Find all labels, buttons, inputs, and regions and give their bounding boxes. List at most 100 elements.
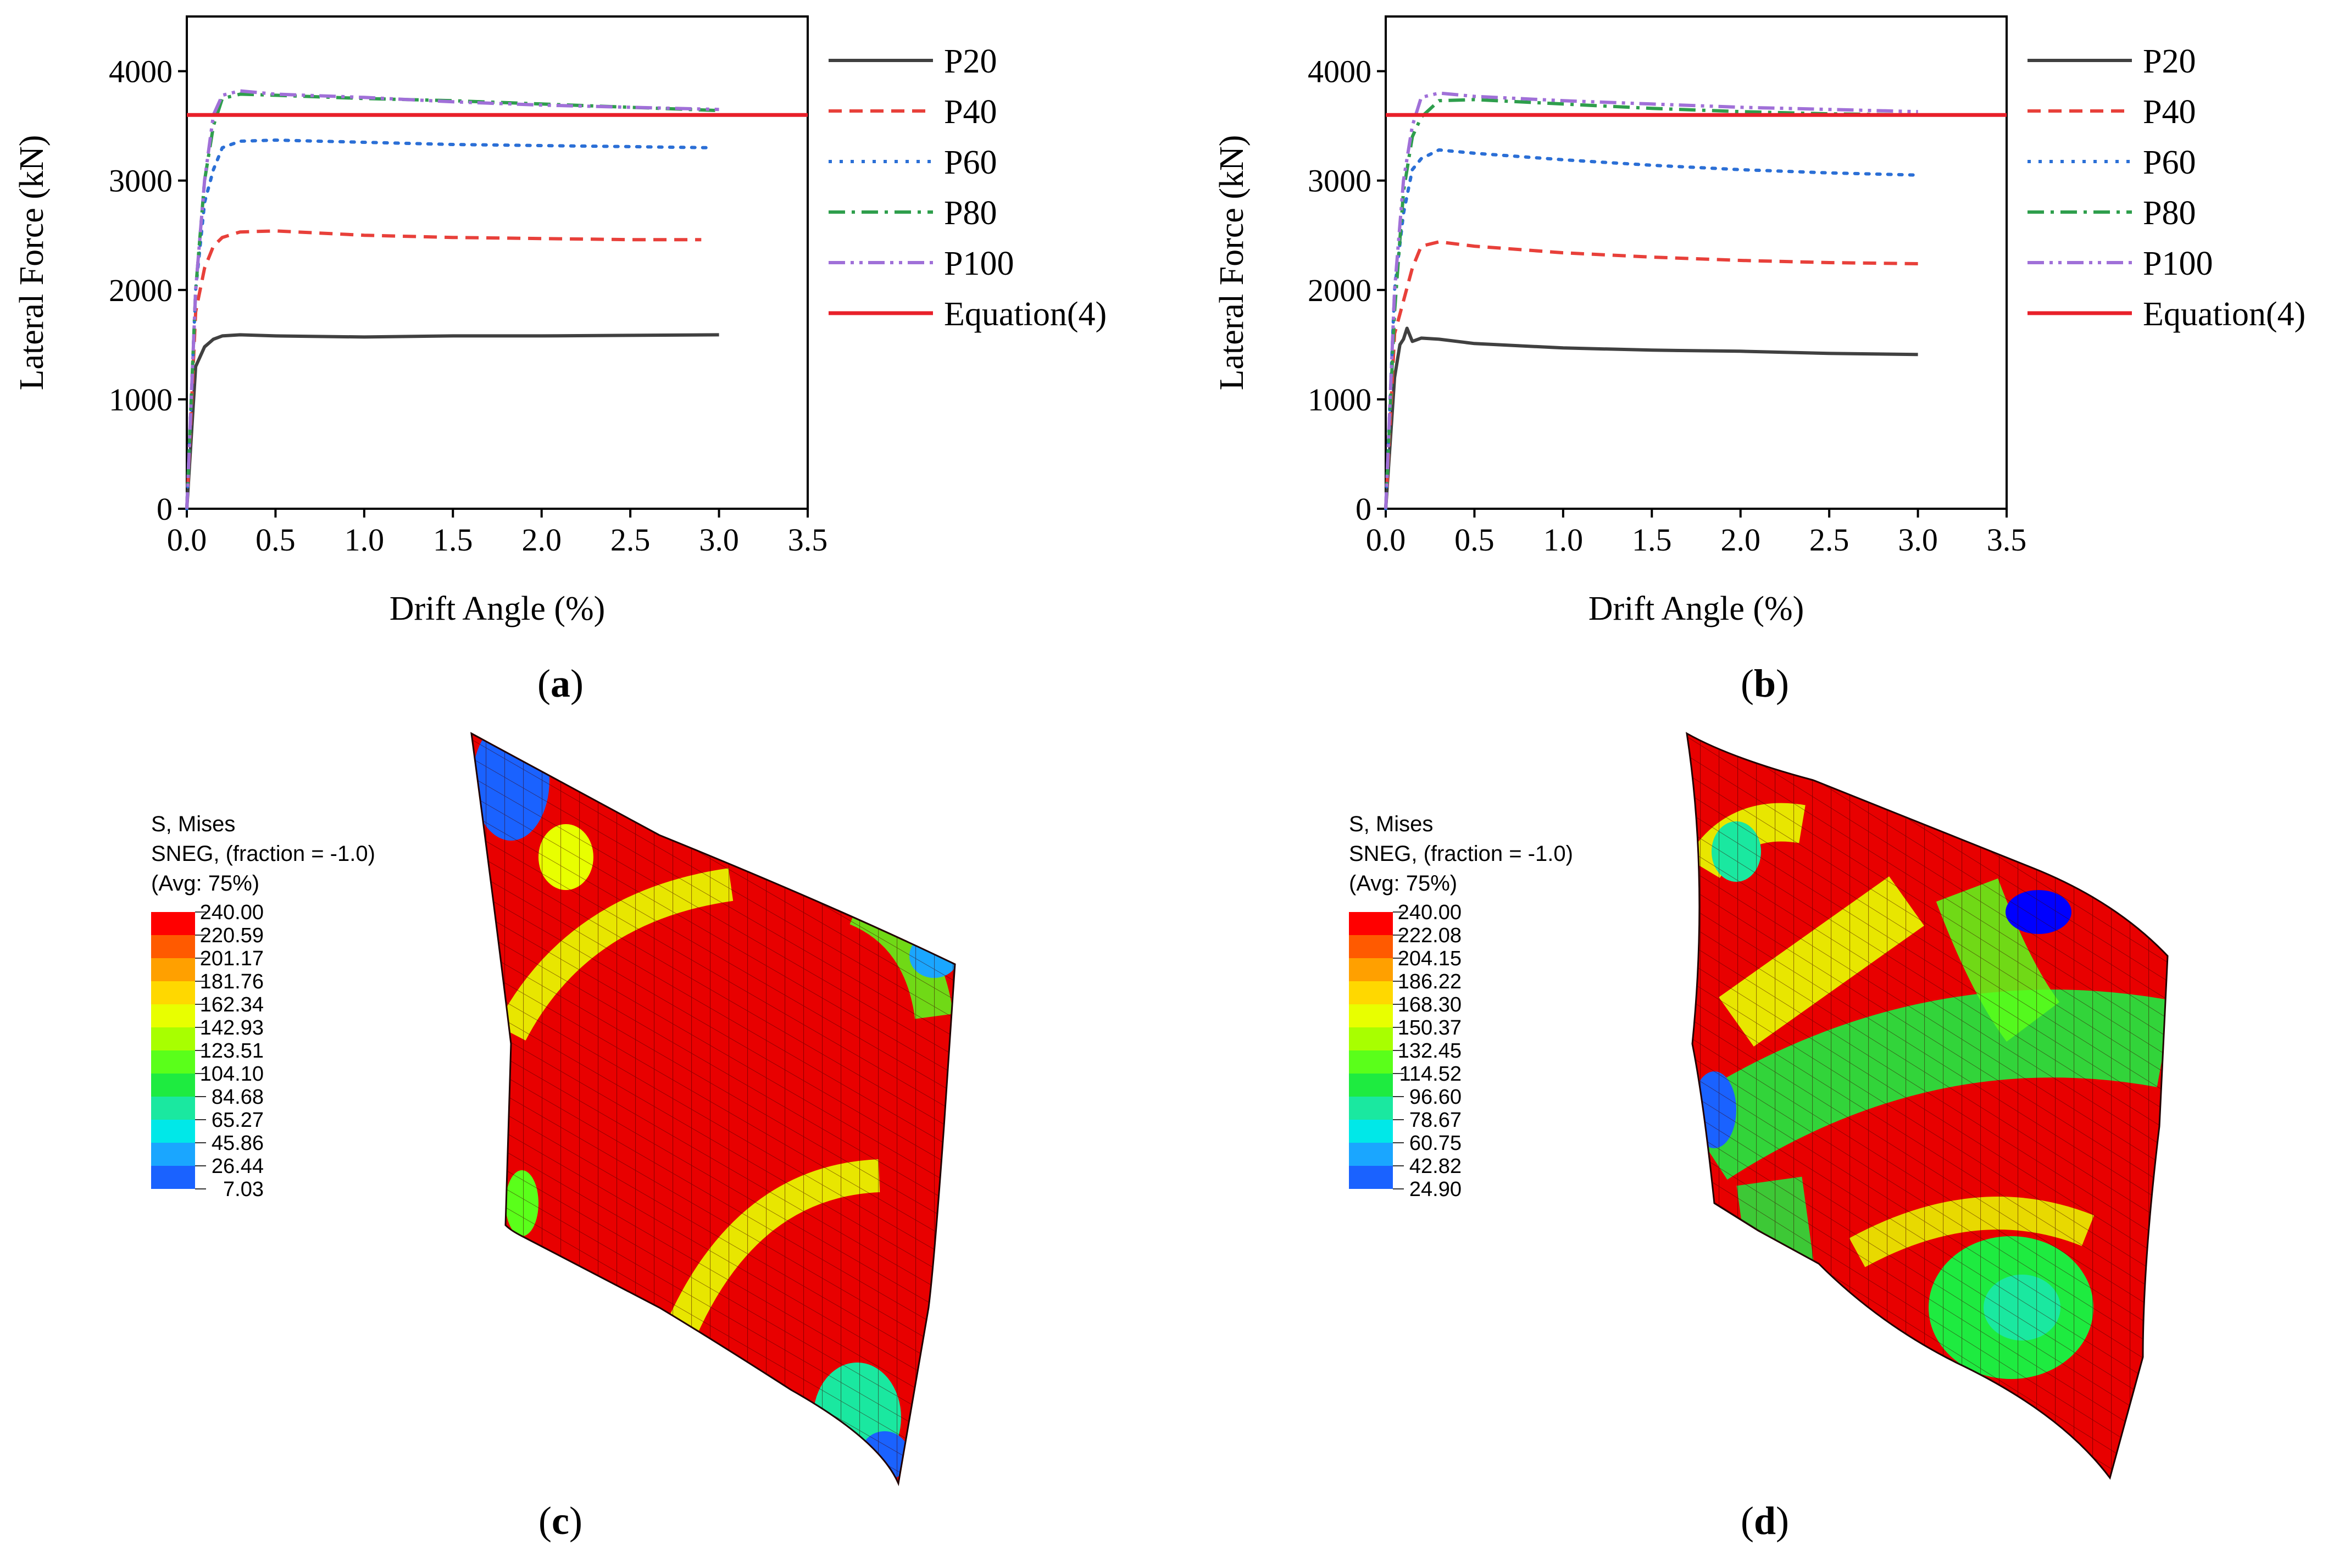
series-group-b (1384, 91, 2007, 510)
legend-label: P100 (944, 245, 1014, 282)
colorbar-level-label: 26.44 (212, 1155, 264, 1178)
x-tick-label: 1.5 (433, 522, 473, 558)
legend-label: P20 (2143, 43, 2196, 80)
legend-b: P20 P40 P60 P80 P100 Equation(4) (2028, 43, 2306, 333)
x-axis-label-a: Drift Angle (%) (390, 590, 606, 627)
colorbar-cell (1349, 1050, 1393, 1074)
x-tick-label: 0.0 (1366, 522, 1406, 558)
x-ticks-a: 0.0 0.5 1.0 1.5 2.0 2.5 3.0 3.5 (167, 509, 828, 558)
colorbar-cell (151, 1097, 195, 1120)
series-line-p80 (185, 92, 719, 509)
colorbar-level-label: 96.60 (1409, 1086, 1462, 1109)
chart-panel-a: 0 1000 2000 3000 4000 0.0 0.5 1.0 1.5 2.0 2.5 3.0 3… (13, 15, 1107, 705)
x-axis-label-b: Drift Angle (%) (1588, 590, 1804, 627)
y-tick-label: 4000 (109, 54, 173, 90)
y-tick-label: 3000 (109, 163, 173, 199)
deformed-mesh-d (1687, 733, 2168, 1478)
deformed-mesh-c (471, 733, 955, 1483)
colorbar-level-label: 78.67 (1409, 1109, 1462, 1132)
colorbar-level-label: 123.51 (200, 1039, 264, 1063)
colorbar-level-label: 42.82 (1409, 1155, 1462, 1178)
x-tick-label: 1.5 (1632, 522, 1672, 558)
caption-letter-d: d (1754, 1499, 1776, 1543)
colorbar-level-label: 45.86 (212, 1132, 264, 1155)
colorbar-level-label: 114.52 (1399, 1063, 1462, 1086)
colorbar-cell (151, 1120, 195, 1143)
x-tick-label: 3.5 (1987, 522, 2027, 558)
colorbar-cell (151, 1027, 195, 1050)
colorbar-level-label: 7.03 (223, 1178, 264, 1201)
x-tick-label: 2.0 (521, 522, 562, 558)
colorbar-level-label: 65.27 (212, 1109, 264, 1132)
colorbar-level-label: 150.37 (1398, 1016, 1462, 1039)
x-tick-label: 3.0 (699, 522, 739, 558)
colorbar-cell (1349, 1004, 1393, 1027)
colorbar-cell (1349, 1097, 1393, 1120)
x-tick-label: 2.5 (610, 522, 651, 558)
series-line-p60 (185, 138, 712, 510)
x-tick-label: 3.5 (788, 522, 828, 558)
colorbar-level-label: 186.22 (1398, 970, 1462, 993)
y-tick-label: 0 (157, 491, 173, 527)
x-tick-label: 2.0 (1720, 522, 1760, 558)
x-tick-label: 0.5 (255, 522, 296, 558)
x-tick-label: 1.0 (1543, 522, 1584, 558)
mesh-grid-d (1687, 733, 2168, 1478)
colorbar-level-label: 201.17 (200, 947, 264, 970)
y-tick-label: 1000 (1308, 382, 1371, 418)
caption-a: (a) (537, 661, 584, 705)
plot-frame-a (186, 15, 809, 510)
legend-label: P60 (944, 144, 997, 181)
series-line-p40 (185, 229, 702, 509)
series-group-a (185, 89, 808, 510)
contour-legend-title-c-2: SNEG, (fraction = -1.0) (151, 842, 375, 866)
mesh-grid-c (471, 733, 955, 1483)
y-ticks-b: 0 1000 2000 3000 4000 (1308, 54, 1386, 527)
y-tick-label: 2000 (109, 273, 173, 308)
colorbar-level-label: 84.68 (212, 1086, 264, 1109)
series-line-p60 (1384, 148, 1920, 510)
colorbar-cell (1349, 912, 1393, 935)
colorbar-cell (1349, 958, 1393, 981)
x-tick-label: 1.0 (345, 522, 385, 558)
colorbar-cell (1349, 1120, 1393, 1143)
y-ticks-a: 0 1000 2000 3000 4000 (109, 54, 187, 527)
caption-d: (d) (1741, 1499, 1789, 1543)
plot-frame-b (1385, 15, 2008, 510)
x-tick-label: 0.5 (1454, 522, 1495, 558)
caption-letter-a: a (551, 661, 570, 705)
colorbar-level-label: 24.90 (1409, 1178, 1462, 1201)
y-tick-label: 2000 (1308, 273, 1371, 308)
colorbar-cell (1349, 1143, 1393, 1166)
y-tick-label: 4000 (1308, 54, 1371, 90)
colorbar-level-label: 181.76 (200, 970, 264, 993)
colorbar-cell (151, 1004, 195, 1027)
contour-legend-title-d-2: SNEG, (fraction = -1.0) (1349, 842, 1573, 866)
series-line-p80 (1384, 98, 1918, 509)
colorbar-level-label: 168.30 (1398, 993, 1462, 1016)
legend-label: P100 (2143, 245, 2213, 282)
legend-label: P20 (944, 43, 997, 80)
contour-colorbar-c: 240.00220.59201.17181.76162.34142.93123.… (151, 901, 264, 1201)
mesh-outline-d (1686, 732, 2169, 1480)
mesh-outline-c (470, 732, 956, 1487)
caption-c: (c) (538, 1499, 582, 1543)
contour-legend-title-d-1: S, Mises (1349, 812, 1433, 836)
legend-a: P20 P40 P60 P80 P100 Equation(4) (829, 43, 1107, 333)
y-tick-label: 0 (1356, 491, 1371, 527)
contour-panel-c: S, Mises SNEG, (fraction = -1.0) (Avg: 7… (151, 732, 956, 1543)
legend-label: Equation(4) (2143, 296, 2306, 333)
series-line-p100 (1384, 91, 1918, 509)
colorbar-cell (151, 981, 195, 1004)
contour-legend-title-c-1: S, Mises (151, 812, 235, 836)
y-tick-label: 3000 (1308, 163, 1371, 199)
colorbar-level-label: 142.93 (200, 1016, 264, 1039)
legend-label: P80 (944, 194, 997, 232)
y-tick-label: 1000 (109, 382, 173, 418)
colorbar-cell (151, 1074, 195, 1097)
legend-label: P40 (944, 93, 997, 131)
legend-label: P80 (2143, 194, 2196, 232)
contour-panel-d: S, Mises SNEG, (fraction = -1.0) (Avg: 7… (1349, 732, 2169, 1543)
legend-label: Equation(4) (944, 296, 1107, 333)
